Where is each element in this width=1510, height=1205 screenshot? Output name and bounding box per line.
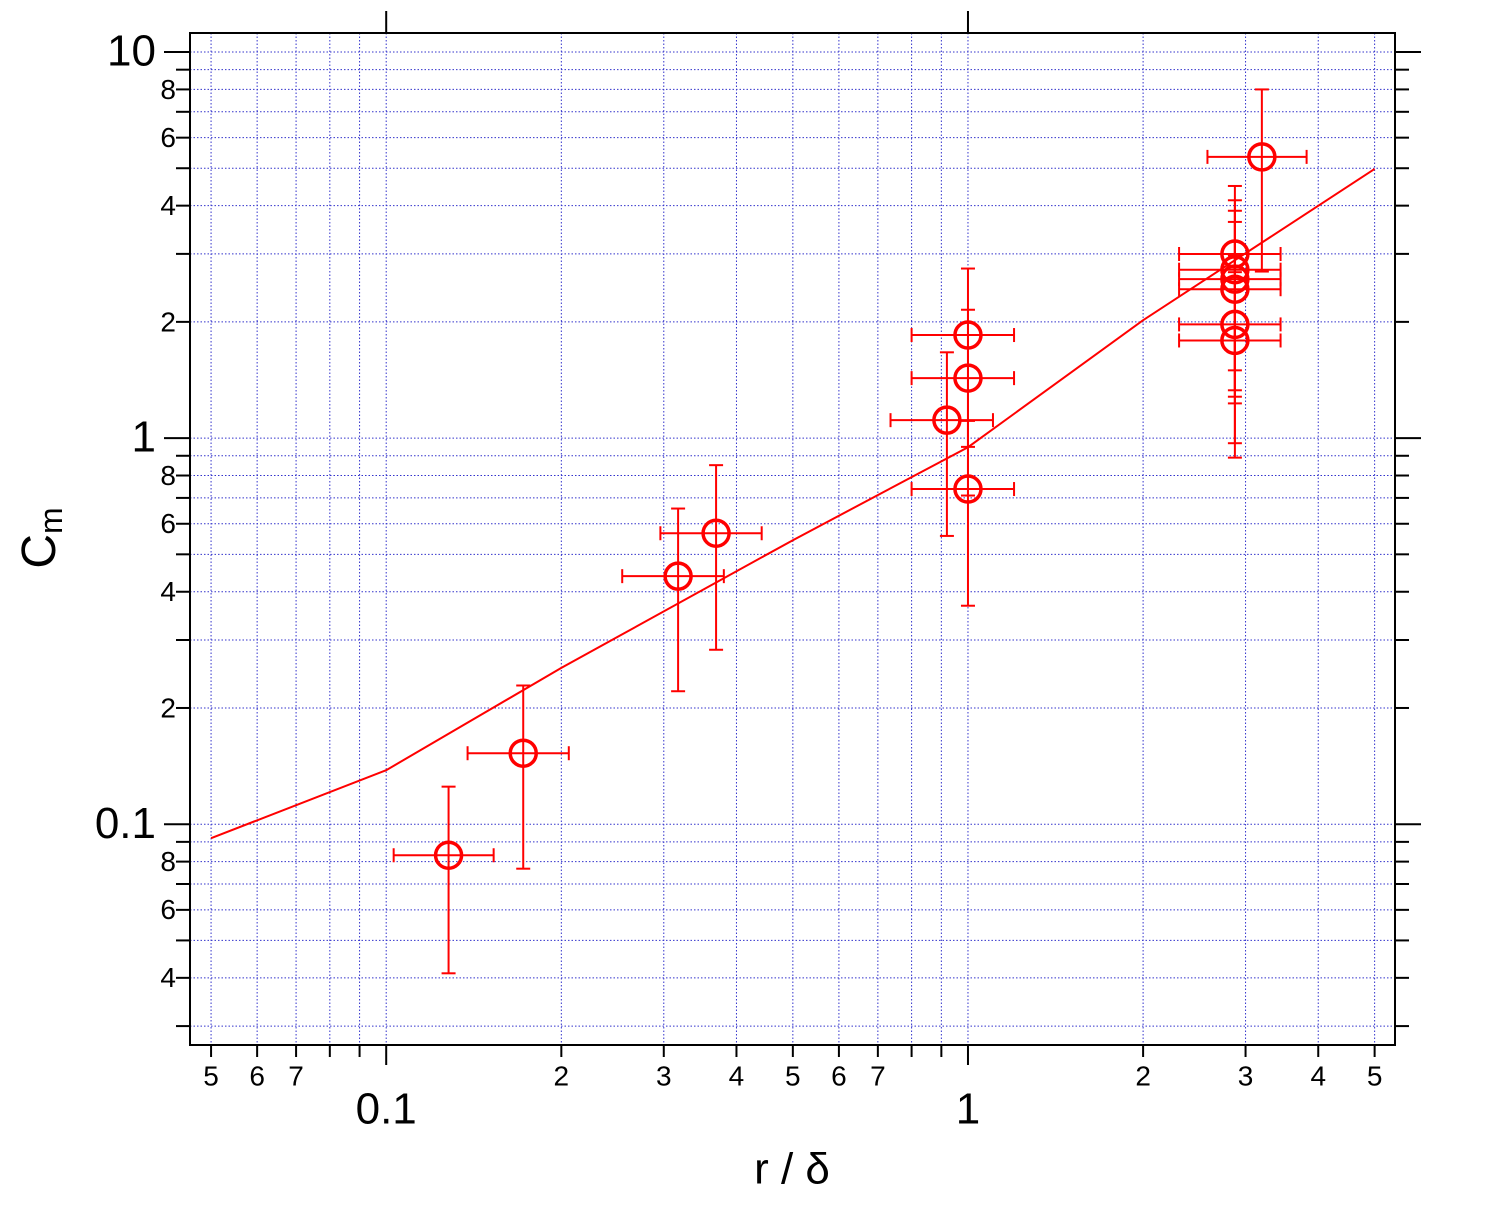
- x-error-bar: [910, 482, 1016, 497]
- y-error-bar: [1254, 88, 1269, 273]
- y-tick-label: 6: [160, 122, 176, 153]
- x-error-bar: [659, 526, 763, 541]
- y-error-bar: [516, 684, 531, 870]
- x-error-bar: [466, 746, 570, 761]
- x-tick-label: 7: [288, 1060, 304, 1091]
- x-tick-label: 6: [249, 1060, 265, 1091]
- y-tick-label: 10: [107, 27, 156, 76]
- y-tick-label: 8: [160, 846, 176, 877]
- x-tick-label: 7: [870, 1060, 886, 1091]
- y-tick-label: 0.1: [95, 799, 156, 848]
- data-point: [508, 738, 538, 768]
- y-tick-label: 4: [160, 190, 176, 221]
- y-tick-label: 4: [160, 962, 176, 993]
- y-error-bar: [960, 419, 975, 607]
- data-point: [1220, 325, 1250, 356]
- x-tick-label: 3: [656, 1060, 672, 1091]
- x-error-bar: [1206, 149, 1308, 164]
- x-tick-label: 4: [729, 1060, 745, 1091]
- data-point: [701, 518, 731, 548]
- x-tick-label: 5: [1367, 1060, 1383, 1091]
- x-tick-label: 4: [1310, 1060, 1326, 1091]
- y-tick-label: 1: [132, 413, 156, 462]
- y-tick-label: 8: [160, 74, 176, 105]
- x-error-bar: [1178, 272, 1282, 287]
- y-error-bar: [671, 507, 686, 693]
- y-axis-label-sub: m: [33, 507, 69, 534]
- x-error-bar: [392, 848, 495, 863]
- x-error-bar: [1178, 246, 1282, 261]
- y-tick-label: 8: [160, 460, 176, 491]
- data-point: [433, 840, 464, 870]
- data-point: [932, 405, 962, 435]
- x-error-bar: [1178, 333, 1282, 348]
- x-tick-label: 0.1: [356, 1085, 417, 1134]
- x-tick-label: 5: [785, 1060, 801, 1091]
- x-tick-label: 6: [831, 1060, 847, 1091]
- y-axis-label-main: C: [13, 534, 66, 569]
- x-error-bar: [889, 413, 994, 428]
- y-tick-label: 6: [160, 508, 176, 539]
- y-tick-label: 2: [160, 692, 176, 723]
- fit-line: [210, 168, 1376, 840]
- x-error-bar: [1178, 282, 1282, 297]
- x-error-bar: [910, 371, 1016, 386]
- data-point: [1247, 142, 1277, 172]
- y-tick-label: 2: [160, 306, 176, 337]
- y-axis-label: Cm: [13, 507, 70, 568]
- x-tick-label: 5: [203, 1060, 219, 1091]
- x-tick-label: 3: [1238, 1060, 1254, 1091]
- y-error-bar: [709, 464, 724, 651]
- y-tick-label: 4: [160, 576, 176, 607]
- y-error-bar: [939, 351, 954, 537]
- data-point: [953, 474, 983, 504]
- y-tick-label: 6: [160, 894, 176, 925]
- data-point: [663, 561, 693, 591]
- x-tick-label: 2: [554, 1060, 570, 1091]
- y-error-bar: [441, 785, 456, 975]
- x-tick-label: 1: [956, 1085, 980, 1134]
- x-error-bar: [910, 328, 1016, 343]
- y-error-bar: [1227, 271, 1242, 459]
- data-point: [953, 363, 983, 393]
- x-axis-label: r / δ: [754, 1145, 830, 1194]
- x-tick-label: 2: [1135, 1060, 1151, 1091]
- x-error-bar: [621, 569, 725, 584]
- x-error-bar: [1178, 317, 1282, 332]
